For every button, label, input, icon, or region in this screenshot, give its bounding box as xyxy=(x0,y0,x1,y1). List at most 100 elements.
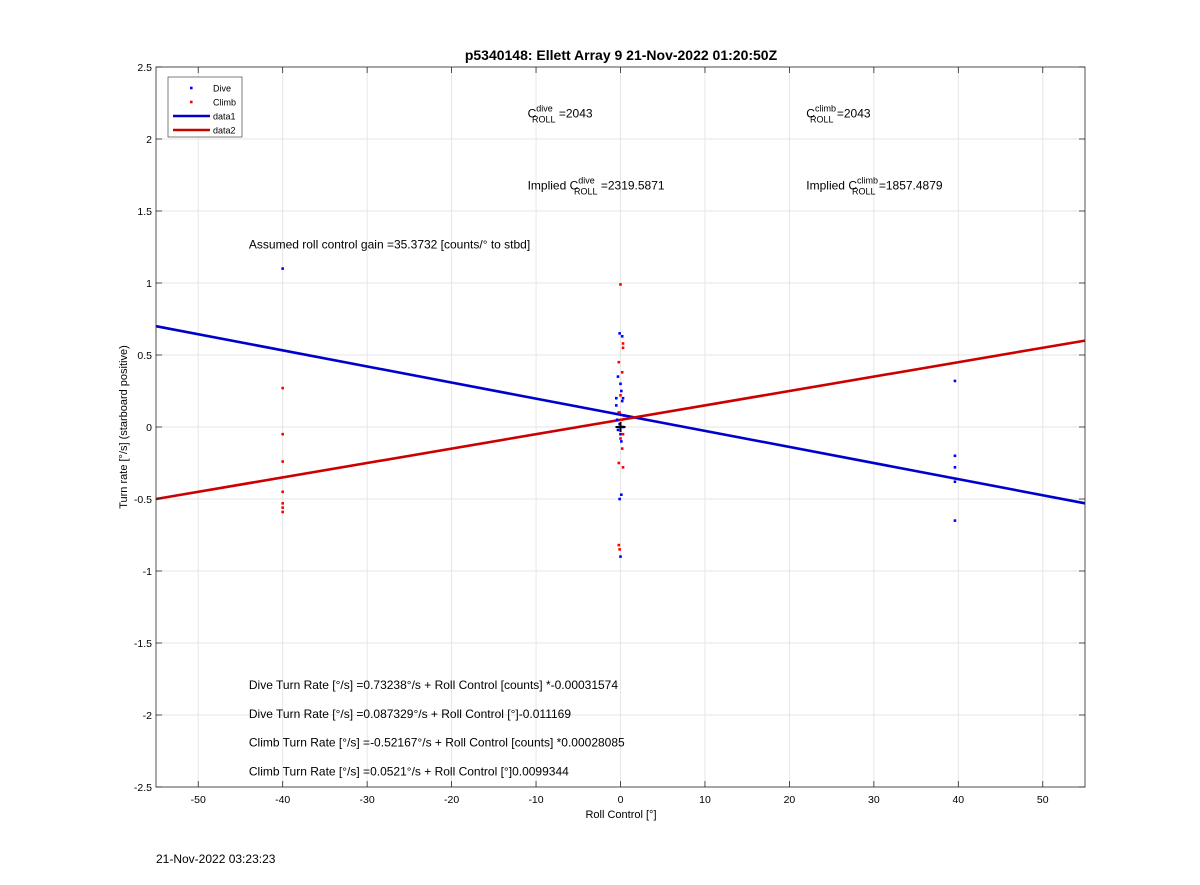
annotation-text: Climb Turn Rate [°/s] =-0.52167°/s + Rol… xyxy=(249,736,625,750)
climb-point xyxy=(620,370,624,374)
climb-point xyxy=(620,447,624,450)
climb-point xyxy=(617,543,621,547)
origin-plus-marker xyxy=(615,422,626,432)
dive-point xyxy=(619,555,622,558)
legend-swatch-climb xyxy=(190,100,193,104)
climb-point xyxy=(621,342,625,345)
climb-point xyxy=(281,432,284,436)
dive-point xyxy=(619,432,622,436)
dive-point xyxy=(622,414,626,417)
x-tick-label: 50 xyxy=(1037,794,1049,806)
annotation-superscript: dive xyxy=(536,103,553,113)
annotation-text: Dive Turn Rate [°/s] =0.73238°/s + Roll … xyxy=(249,678,618,692)
dive-point xyxy=(620,334,624,338)
climb-point xyxy=(618,411,621,414)
print-timestamp: 21-Nov-2022 03:23:23 xyxy=(156,852,276,866)
annotation-main: Climb Turn Rate [°/s] =-0.52167°/s + Rol… xyxy=(249,736,625,750)
dive-point xyxy=(621,396,625,400)
y-tick-label: -1.5 xyxy=(134,638,152,650)
y-axis-label: Turn rate [°/s] (starboard positive) xyxy=(118,345,130,509)
annotation-subscript: ROLL xyxy=(852,186,876,196)
dive-point xyxy=(620,440,623,443)
axis-ticks: -50 -40 -30 -20 -10 0 10 20 30 40 50-2.5-2-1.5-1-0… xyxy=(134,62,1085,806)
annotation-text: Cclimb ROLL =2043 xyxy=(806,103,871,124)
annotation-text: Implied Cdive ROLL =2319.5871 xyxy=(528,175,665,196)
annotation-main: Implied C xyxy=(806,178,857,192)
dive-point xyxy=(614,404,618,407)
y-tick-label: -1 xyxy=(143,566,152,578)
annotation-text: Climb Turn Rate [°/s] =0.0521°/s + Roll … xyxy=(249,764,569,778)
legend-swatch-dive xyxy=(190,86,193,90)
fit-line-data1 xyxy=(155,324,1086,505)
annotation-subscript: ROLL xyxy=(810,114,834,124)
x-tick-label: 0 xyxy=(618,794,624,806)
y-tick-label: -0.5 xyxy=(134,494,152,506)
y-tick-label: 2.5 xyxy=(137,62,152,74)
annotation-text: Implied Cclimb ROLL =1857.4879 xyxy=(806,175,943,196)
origin-marker xyxy=(615,422,626,432)
dive-point xyxy=(614,396,618,400)
climb-point xyxy=(281,490,284,494)
annotation-main: Dive Turn Rate [°/s] =0.73238°/s + Roll … xyxy=(249,678,618,692)
dive-point xyxy=(953,466,957,469)
legend: Dive Climb data1 data2 xyxy=(167,76,243,138)
annotation-main: Climb Turn Rate [°/s] =0.0521°/s + Roll … xyxy=(249,764,569,778)
climb-point xyxy=(281,506,284,509)
annotation-text: Dive Turn Rate [°/s] =0.087329°/s + Roll… xyxy=(249,707,571,721)
climb-point xyxy=(281,460,284,463)
climb-point xyxy=(619,394,622,397)
y-tick-label: 0.5 xyxy=(137,350,152,362)
dive-point xyxy=(620,399,624,403)
annotation-value: =1857.4879 xyxy=(876,178,943,192)
annotation-superscript: dive xyxy=(578,175,595,185)
y-tick-label: 1 xyxy=(146,278,152,290)
dive-point xyxy=(616,375,620,378)
x-tick-label: -10 xyxy=(528,794,543,806)
y-tick-label: -2.5 xyxy=(134,782,152,794)
x-tick-label: -50 xyxy=(191,794,206,806)
climb-point xyxy=(619,283,622,286)
x-axis-label: Roll Control [°] xyxy=(585,809,656,821)
climb-point xyxy=(621,432,625,436)
x-tick-label: 10 xyxy=(699,794,711,806)
dive-point xyxy=(953,379,957,383)
climb-point xyxy=(618,548,621,551)
climb-point xyxy=(621,466,625,469)
climb-point xyxy=(281,502,284,505)
y-tick-label: 0 xyxy=(146,422,152,434)
annotation-subscript: ROLL xyxy=(574,186,598,196)
climb-point xyxy=(617,461,621,465)
annotation-main: C xyxy=(806,106,815,120)
y-tick-label: 2 xyxy=(146,134,152,146)
annotation-superscript: climb xyxy=(815,103,836,113)
dive-point xyxy=(620,389,623,393)
annotation-text: Assumed roll control gain =35.3732 [coun… xyxy=(249,237,530,251)
legend-label: data2 xyxy=(213,126,236,136)
dive-point xyxy=(281,267,284,270)
x-tick-label: -20 xyxy=(444,794,459,806)
annotation-main: Dive Turn Rate [°/s] =0.087329°/s + Roll… xyxy=(249,707,571,721)
x-tick-label: 40 xyxy=(952,794,964,806)
annotation-main: C xyxy=(528,106,537,120)
dive-point xyxy=(619,382,622,386)
dive-point xyxy=(620,493,623,496)
annotation-subscript: ROLL xyxy=(532,114,556,124)
annotation-value: =2043 xyxy=(834,106,871,120)
legend-label: data1 xyxy=(213,112,236,122)
legend-box xyxy=(167,76,243,138)
chart-title: p5340148: Ellett Array 9 21-Nov-2022 01:… xyxy=(465,47,778,63)
y-tick-label: -2 xyxy=(143,710,152,722)
annotation-main: Implied C xyxy=(528,178,579,192)
dive-point xyxy=(953,519,957,522)
climb-point xyxy=(619,437,622,440)
annotation-main: Assumed roll control gain =35.3732 [coun… xyxy=(249,237,530,251)
annotation-value: =2319.5871 xyxy=(598,178,665,192)
x-tick-label: -40 xyxy=(275,794,290,806)
dive-point xyxy=(953,480,957,484)
climb-point xyxy=(617,360,621,364)
annotation-value: =2043 xyxy=(556,106,593,120)
annotation-text: Cdive ROLL =2043 xyxy=(528,103,593,124)
dive-point xyxy=(618,332,621,335)
